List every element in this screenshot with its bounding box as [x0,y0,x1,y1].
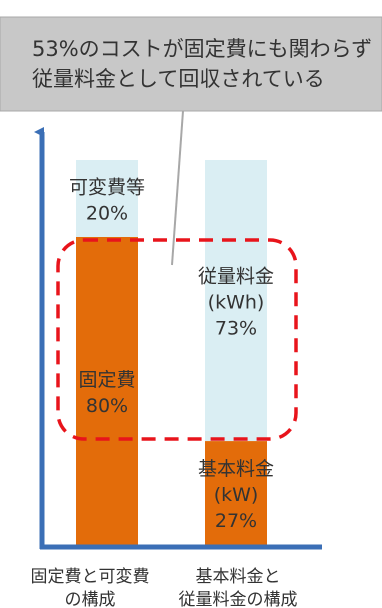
bar-2-segment-1-label-3: 27% [215,510,257,532]
bar-1-segment-2-label-1: 可変費等 [69,177,145,199]
callout-line-2: 従量料金として回収されている [32,67,325,91]
highlight-box [56,238,298,441]
bar-2-segment-2-label-1: 従量料金 [198,266,274,288]
highlight [56,238,298,441]
bar-2-segment-2-label-2: (kWh) [208,292,265,314]
bar-1-segment-1 [76,237,138,545]
category-label-2-line-1: 基本料金と [196,567,281,587]
bar-1-segment-2-label-2: 20% [86,203,128,225]
bar-2-segment-1 [205,441,267,545]
segment-labels: 固定費 80% 可変費等 20% 基本料金 (kW) 27% 従量料金 (kWh) 73% [69,177,274,533]
bar-2-segment-2-label-3: 73% [215,318,257,340]
bar-1-segment-1-label-1: 固定費 [78,369,135,391]
category-label-1-line-2: の構成 [65,590,116,608]
bar-1-segment-1-label-2: 80% [86,395,128,417]
category-label-2-line-2: 従量料金の構成 [179,590,298,608]
bar-2-segment-2 [205,160,267,442]
bar-2-segment-1-label-1: 基本料金 [198,458,274,480]
bar-2-segment-1-label-2: (kW) [214,484,259,506]
callout-box [0,16,382,112]
bars [76,160,267,545]
callout-pointer [171,110,184,266]
bar-1-segment-2 [76,160,138,237]
callout: 53%のコストが固定費にも関わらず 従量料金として回収されている [0,16,382,266]
callout-line-1: 53%のコストが固定費にも関わらず [32,37,372,61]
category-label-1-line-1: 固定費と可変費 [31,567,150,587]
